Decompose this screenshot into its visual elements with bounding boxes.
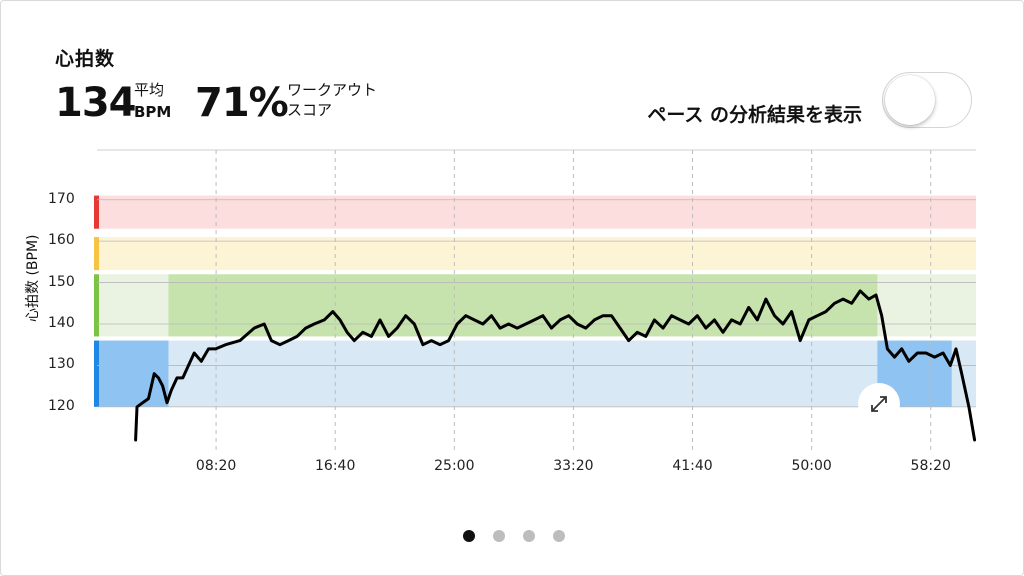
y-tick-label: 140 <box>48 315 75 331</box>
zone-active-segment <box>97 340 169 407</box>
x-tick-label: 50:00 <box>791 458 832 474</box>
heart-rate-line <box>134 289 977 442</box>
expand-diagonal-icon[interactable] <box>858 383 900 425</box>
page-dot[interactable] <box>463 530 475 542</box>
x-tick-label: 41:40 <box>672 458 713 474</box>
x-tick-label: 08:20 <box>195 458 237 474</box>
workout-score-label-line2: スコア <box>287 101 333 119</box>
workout-score-value: 71% <box>195 80 289 126</box>
zone-indicator-green <box>94 274 99 337</box>
pace-analysis-toggle[interactable] <box>882 72 972 128</box>
x-tick-label: 16:40 <box>315 458 356 474</box>
y-tick-label: 150 <box>48 273 75 290</box>
zone-indicator-red <box>94 195 99 229</box>
zone-band-red <box>97 195 976 229</box>
average-label: 平均 <box>134 81 165 99</box>
x-tick-label: 33:20 <box>553 458 594 474</box>
page-indicator <box>462 530 565 542</box>
zone-band-yellow <box>97 237 976 271</box>
toggle-knob[interactable] <box>885 75 935 125</box>
x-tick-label: 25:00 <box>434 458 475 474</box>
average-heart-rate-value: 134 <box>55 80 136 126</box>
y-tick-label: 130 <box>48 356 75 373</box>
x-tick-label: 58:20 <box>910 458 951 474</box>
pace-analysis-toggle-label: ペース の分析結果を表示 <box>647 104 862 126</box>
zone-band-blue <box>97 340 976 407</box>
workout-score-label-line1: ワークアウト <box>287 81 378 99</box>
y-tick-label: 160 <box>48 232 75 249</box>
zone-active-segment <box>168 274 878 337</box>
zone-indicator-blue <box>94 340 99 407</box>
bpm-unit-label: BPM <box>134 103 172 121</box>
page-dot[interactable] <box>493 530 505 542</box>
page-dot[interactable] <box>553 530 565 542</box>
heart-rate-chart <box>94 149 977 452</box>
section-title: 心拍数 <box>55 48 116 70</box>
y-tick-label: 170 <box>48 190 75 207</box>
page-dot[interactable] <box>523 530 535 542</box>
y-tick-label: 120 <box>48 397 75 414</box>
zone-indicator-yellow <box>94 237 99 271</box>
